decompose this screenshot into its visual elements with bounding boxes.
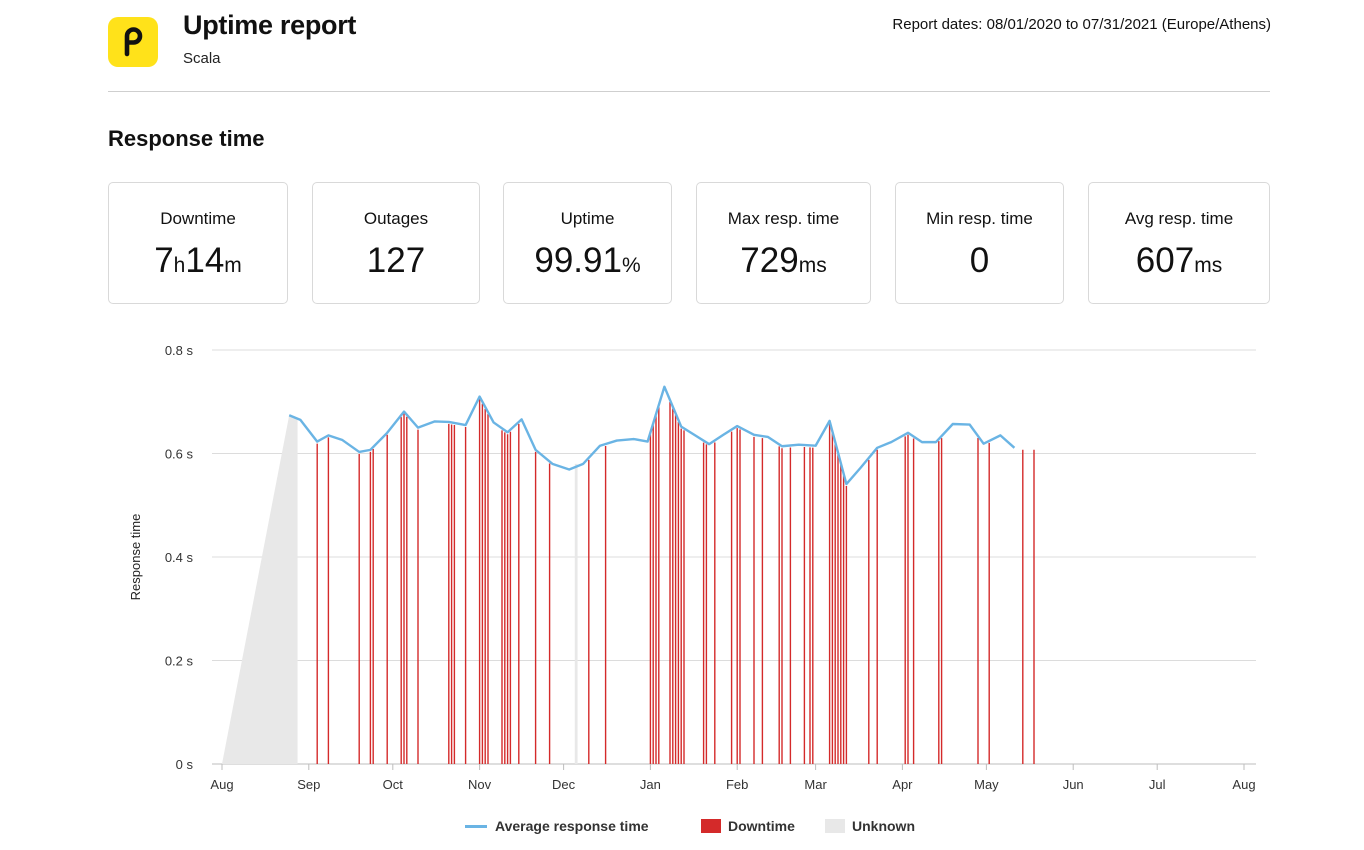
x-tick-label: Apr bbox=[892, 777, 913, 792]
y-tick-label: 0 s bbox=[176, 757, 194, 772]
stat-card-downtime: Downtime 7h14m bbox=[108, 182, 288, 304]
x-tick-label: Jul bbox=[1149, 777, 1166, 792]
legend-item-downtime[interactable]: Downtime bbox=[701, 818, 795, 834]
stat-value: 99.91% bbox=[534, 241, 641, 280]
stat-label: Avg resp. time bbox=[1124, 209, 1234, 228]
report-dates: Report dates: 08/01/2020 to 07/31/2021 (… bbox=[892, 16, 1271, 33]
stat-label: Min resp. time bbox=[926, 209, 1033, 228]
stat-card-max-resp: Max resp. time 729ms bbox=[696, 182, 871, 304]
stat-label: Max resp. time bbox=[727, 209, 840, 228]
legend-item-average[interactable]: Average response time bbox=[465, 818, 649, 834]
x-tick-label: Feb bbox=[726, 777, 748, 792]
y-tick-label: 0.2 s bbox=[165, 654, 194, 669]
stat-card-min-resp: Min resp. time 0 bbox=[895, 182, 1064, 304]
x-tick-label: Oct bbox=[383, 777, 404, 792]
y-tick-label: 0.6 s bbox=[165, 447, 194, 462]
legend-label: Average response time bbox=[495, 818, 649, 834]
stat-card-avg-resp: Avg resp. time 607ms bbox=[1088, 182, 1270, 304]
pingdom-logo-icon bbox=[124, 27, 143, 57]
unknown-region bbox=[222, 415, 298, 764]
line-swatch-icon bbox=[465, 824, 487, 828]
section-title: Response time bbox=[108, 126, 265, 151]
x-tick-label: Jan bbox=[640, 777, 661, 792]
stat-label: Outages bbox=[363, 209, 429, 228]
pingdom-logo bbox=[108, 17, 158, 67]
legend-label: Downtime bbox=[728, 818, 795, 834]
y-axis-label: Response time bbox=[128, 514, 143, 601]
site-name: Scala bbox=[183, 50, 221, 67]
stat-value: 0 bbox=[969, 241, 990, 280]
grey-square-icon bbox=[825, 819, 845, 833]
legend-item-unknown[interactable]: Unknown bbox=[825, 818, 915, 834]
report-title: Uptime report bbox=[183, 10, 357, 40]
stat-card-uptime: Uptime 99.91% bbox=[503, 182, 672, 304]
header-divider bbox=[108, 91, 1270, 92]
stat-label: Uptime bbox=[560, 209, 615, 228]
x-tick-label: Mar bbox=[804, 777, 827, 792]
x-tick-label: May bbox=[974, 777, 999, 792]
chart-legend: Average response time Downtime Unknown bbox=[0, 818, 1364, 838]
unknown-region bbox=[574, 463, 578, 764]
response-time-chart: 0 s 0.2 s 0.4 s 0.6 s 0.8 s Response time Aug S… bbox=[128, 343, 1256, 792]
y-tick-label: 0.4 s bbox=[165, 550, 194, 565]
stat-value: 7h14m bbox=[154, 241, 242, 280]
y-tick-label: 0.8 s bbox=[165, 343, 194, 358]
x-tick-label: Aug bbox=[210, 777, 233, 792]
stat-value: 607ms bbox=[1135, 241, 1223, 280]
x-tick-label: Aug bbox=[1232, 777, 1255, 792]
stat-label: Downtime bbox=[160, 209, 236, 228]
x-tick-label: Dec bbox=[552, 777, 576, 792]
x-tick-label: Nov bbox=[468, 777, 492, 792]
stat-value: 729ms bbox=[740, 241, 827, 280]
x-tick-label: Jun bbox=[1063, 777, 1084, 792]
x-tick-label: Sep bbox=[297, 777, 320, 792]
stat-card-outages: Outages 127 bbox=[312, 182, 480, 304]
stat-value: 127 bbox=[366, 241, 426, 280]
red-square-icon bbox=[701, 819, 721, 833]
legend-label: Unknown bbox=[852, 818, 915, 834]
